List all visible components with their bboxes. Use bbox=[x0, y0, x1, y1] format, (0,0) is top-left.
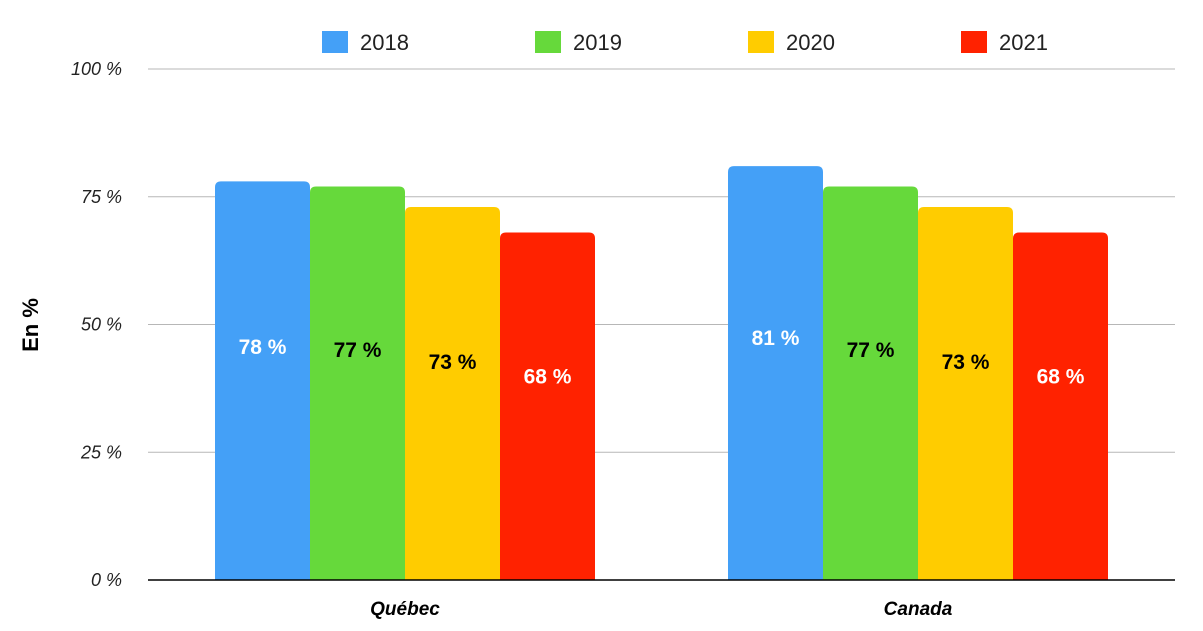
bar-data-label: 68 % bbox=[1037, 366, 1085, 389]
legend-swatch bbox=[535, 31, 561, 53]
y-tick-label: 75 % bbox=[81, 187, 122, 207]
bar-data-label: 73 % bbox=[942, 351, 990, 374]
bar-data-label: 77 % bbox=[334, 339, 382, 362]
bar-data-label: 81 % bbox=[752, 327, 800, 350]
x-axis-category-labels: Québec Canada bbox=[370, 599, 953, 620]
bar-data-label: 78 % bbox=[239, 336, 287, 359]
y-tick-label: 0 % bbox=[91, 570, 122, 590]
legend-swatch bbox=[961, 31, 987, 53]
bar-data-label: 77 % bbox=[847, 339, 895, 362]
x-category-label: Canada bbox=[884, 599, 953, 620]
legend-label: 2020 bbox=[786, 30, 835, 55]
x-category-label: Québec bbox=[370, 599, 440, 620]
bar bbox=[310, 186, 405, 580]
y-tick-label: 50 % bbox=[81, 315, 122, 335]
bar bbox=[918, 206, 1013, 580]
bar-data-label: 73 % bbox=[429, 351, 477, 374]
y-axis-ticks: 0 % 25 % 50 % 75 % 100 % bbox=[71, 59, 122, 590]
legend: 2018 2019 2020 2021 bbox=[322, 30, 1048, 55]
y-axis-label: En % bbox=[18, 298, 43, 352]
legend-label: 2018 bbox=[360, 30, 409, 55]
bar-data-label: 68 % bbox=[524, 366, 572, 389]
bar bbox=[728, 166, 823, 580]
legend-label: 2021 bbox=[999, 30, 1048, 55]
bar bbox=[823, 186, 918, 580]
y-tick-label: 100 % bbox=[71, 59, 122, 79]
bar bbox=[405, 206, 500, 580]
legend-label: 2019 bbox=[573, 30, 622, 55]
y-tick-label: 25 % bbox=[80, 442, 122, 462]
bar-data-labels: 78 % 77 % 73 % 68 % 81 % 77 % 73 % 68 % bbox=[239, 327, 1085, 389]
bar bbox=[500, 232, 595, 580]
bar bbox=[1013, 232, 1108, 580]
legend-swatch bbox=[322, 31, 348, 53]
legend-swatch bbox=[748, 31, 774, 53]
bars bbox=[215, 166, 1108, 581]
bar bbox=[215, 181, 310, 581]
